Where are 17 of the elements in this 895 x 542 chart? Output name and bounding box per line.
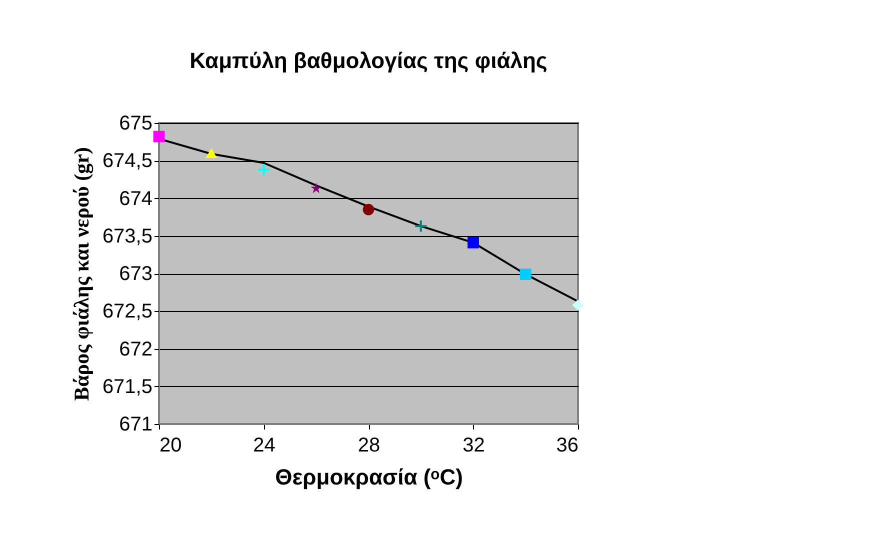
y-axis-title: Βάρος φιάλης και νερού (gr) — [69, 147, 94, 401]
x-tick-label: 32 — [462, 434, 485, 456]
y-tick-label: 673,5 — [102, 225, 152, 248]
y-tick-label: 671 — [119, 414, 152, 436]
y-tick-label: 671,5 — [102, 376, 152, 398]
y-tick-label: 672 — [119, 338, 152, 360]
y-tick-label: 674 — [119, 188, 152, 210]
x-tick-label: 24 — [253, 434, 276, 456]
y-tick-label: 675 — [119, 112, 152, 134]
y-tick-label: 674,5 — [102, 150, 152, 172]
x-tick-label: 20 — [160, 434, 182, 456]
x-tick-label: 36 — [556, 434, 578, 456]
y-tick-label: 673 — [119, 263, 152, 285]
x-tick-label: 28 — [358, 434, 380, 456]
x-axis-title: Θερμοκρασία (ᵒC) — [275, 464, 463, 490]
y-tick-label: 672,5 — [102, 300, 152, 323]
chart-title: Καμπύλη βαθμολογίας της φιάλης — [190, 48, 548, 73]
